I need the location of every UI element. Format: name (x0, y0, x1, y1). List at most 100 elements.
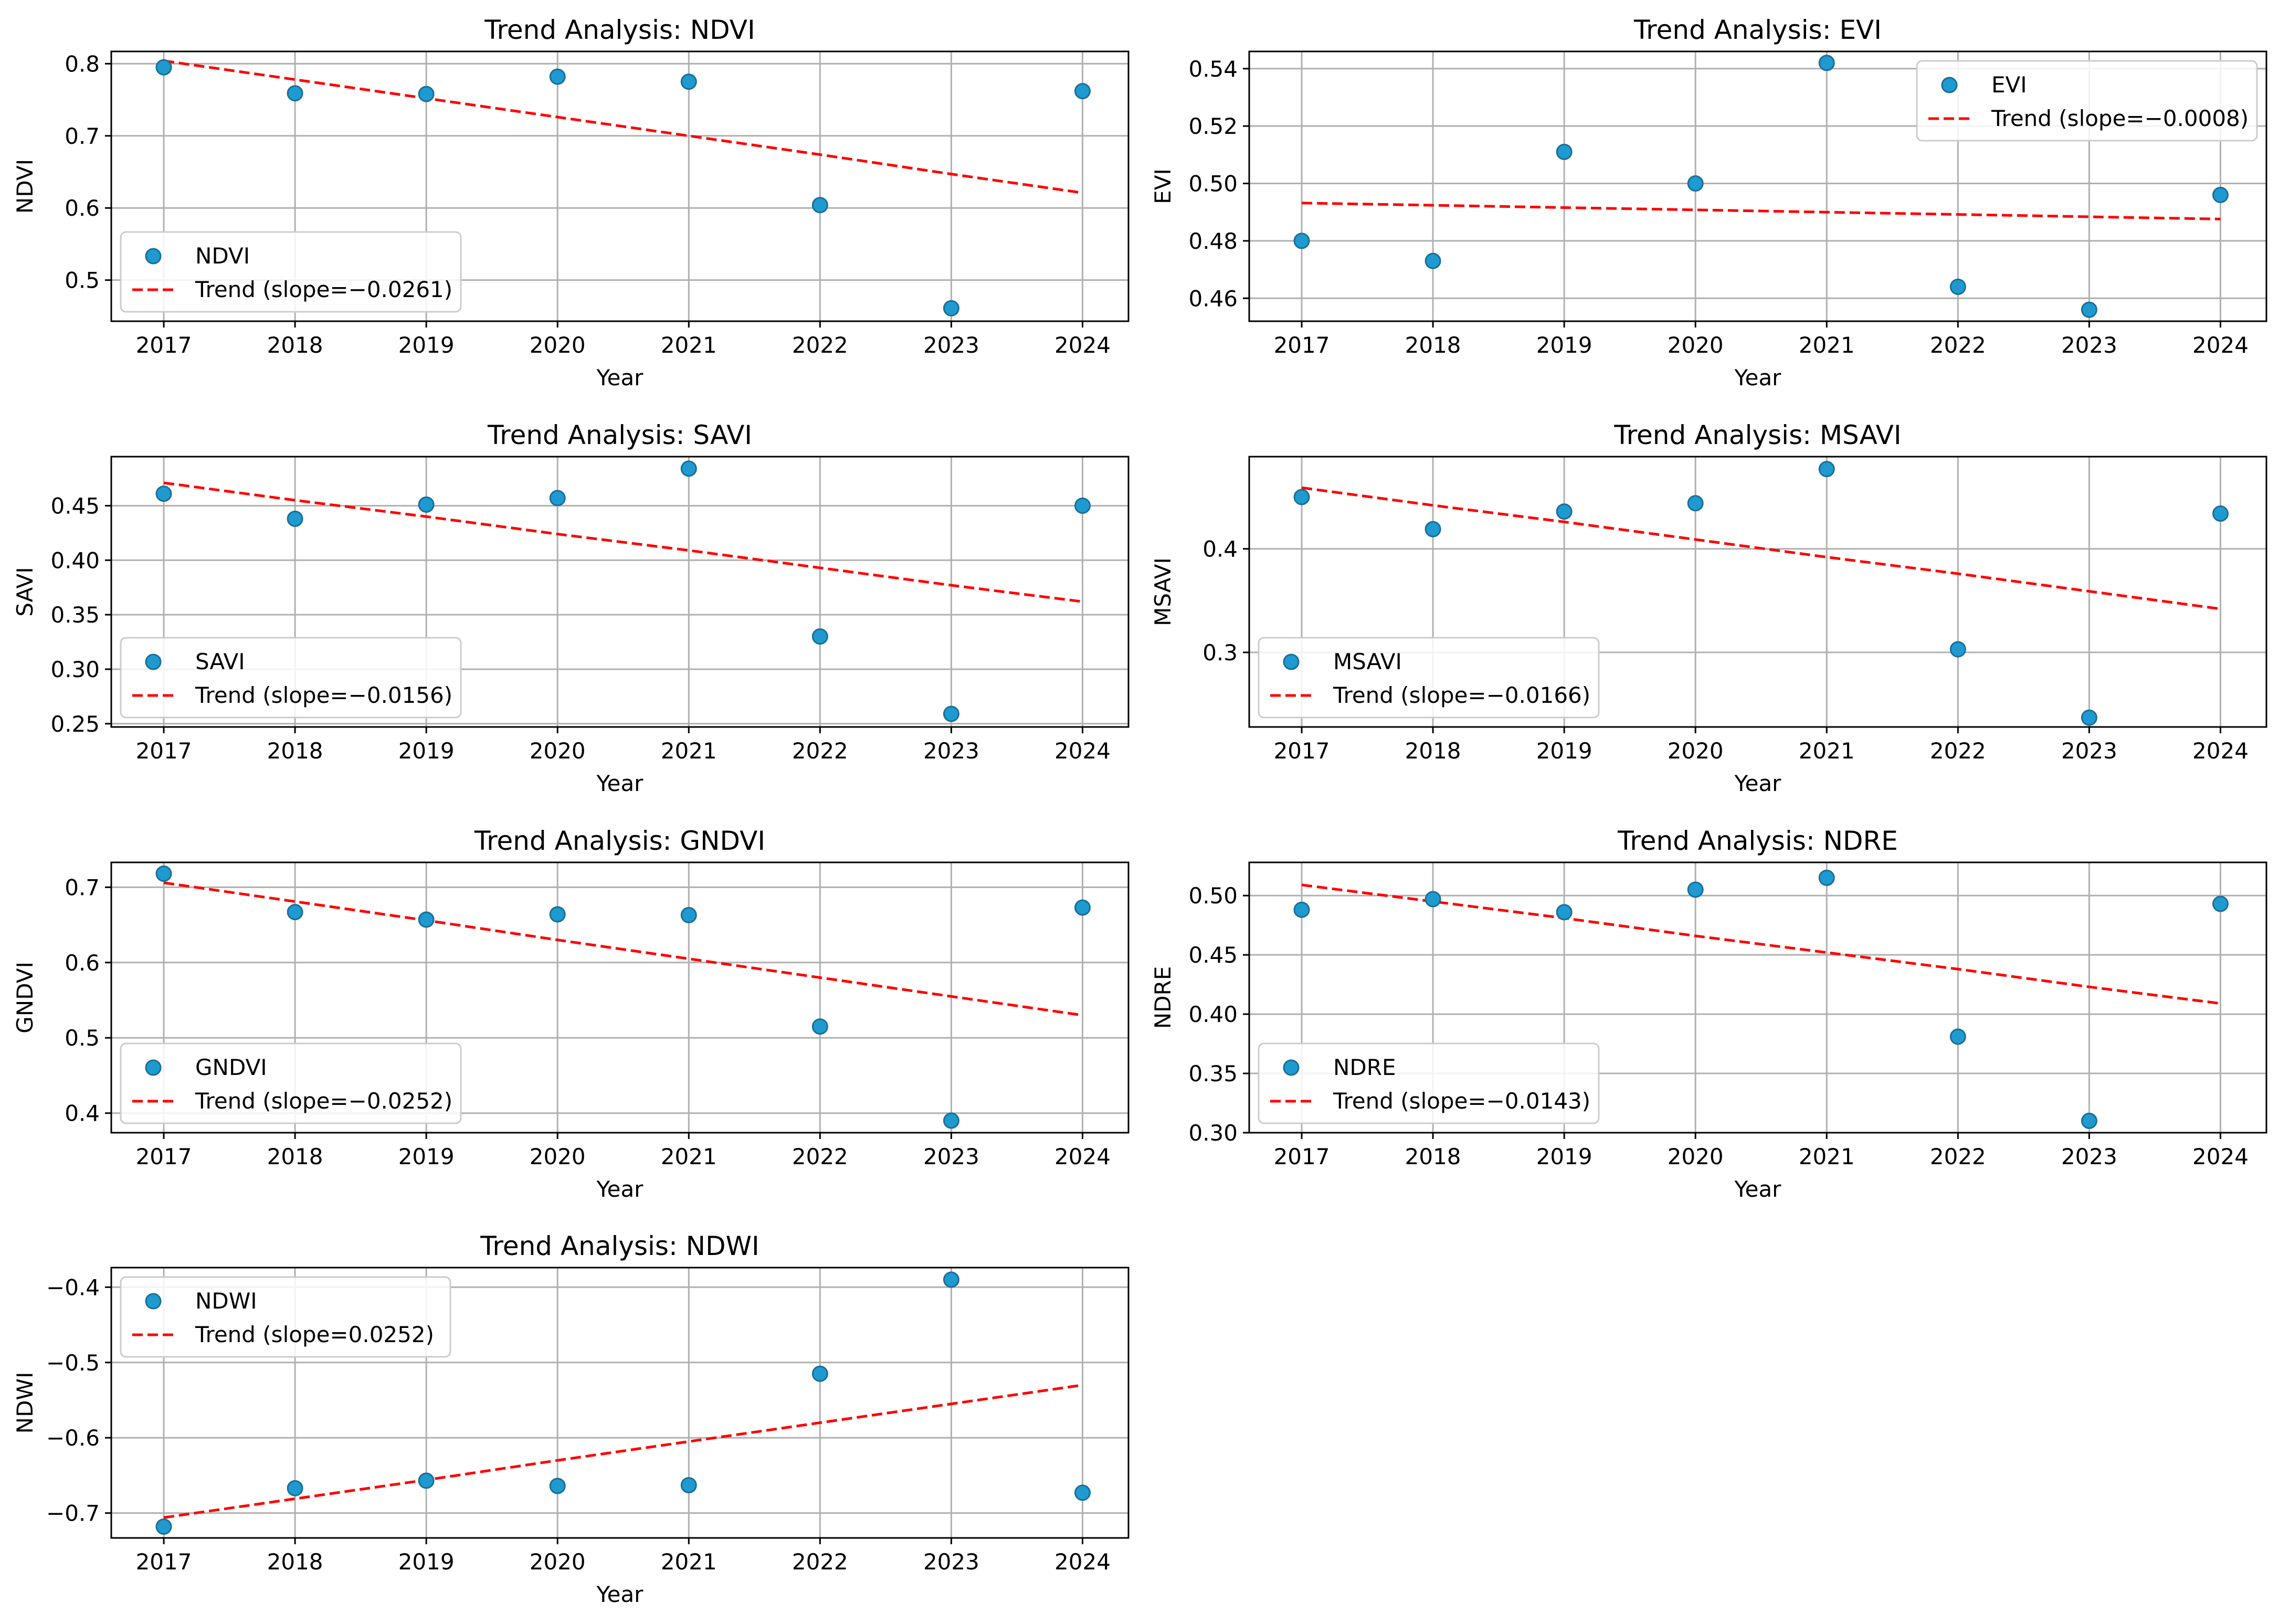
data-point (1074, 83, 1091, 100)
x-tick-label: 2019 (398, 1549, 455, 1575)
data-point (155, 1518, 172, 1535)
x-tick-label: 2020 (1668, 1144, 1724, 1169)
data-point (287, 1480, 303, 1496)
x-tick-label: 2017 (136, 1144, 192, 1169)
x-tick-label: 2018 (267, 1144, 323, 1169)
legend-label: NDWI (195, 1288, 257, 1314)
data-point (287, 85, 303, 102)
legend-label: Trend (slope=−0.0261) (195, 277, 452, 302)
data-point (811, 628, 828, 645)
x-tick-label: 2021 (661, 1144, 717, 1169)
x-tick-label: 2022 (1930, 1144, 1986, 1169)
x-tick-label: 2017 (136, 1549, 192, 1575)
x-tick-label: 2022 (1930, 738, 1986, 764)
x-tick-label: 2018 (267, 1549, 323, 1575)
y-tick-label: 0.35 (50, 602, 100, 628)
trend-line (163, 1384, 1083, 1519)
y-axis-label: MSAVI (1150, 557, 1176, 626)
x-tick-label: 2022 (1930, 332, 1986, 358)
trend-line (1301, 202, 2221, 220)
x-tick-label: 2019 (398, 738, 455, 764)
data-point (1425, 891, 1441, 908)
trend-line (1301, 883, 2221, 1005)
y-tick-label: 0.8 (65, 51, 100, 77)
x-tick-label: 2020 (530, 738, 586, 764)
chart-panel-savi: 2017 2018 2019 2020 2021 2022 2023 2024 0.25 0.30… (12, 420, 1130, 796)
x-tick-label: 2023 (2061, 738, 2117, 764)
legend-marker-point (145, 1293, 162, 1310)
legend-label: Trend (slope=0.0252) (195, 1322, 434, 1347)
trend-line (163, 481, 1083, 603)
data-point (1556, 503, 1573, 520)
x-tick-label: 2023 (2061, 332, 2117, 358)
data-point (155, 59, 172, 76)
x-axis-label: Year (1734, 365, 1782, 391)
plot-frame (110, 1267, 1130, 1539)
legend: MSAVI Trend (slope=−0.0166) (1258, 637, 1600, 719)
y-tick-label: 0.40 (1188, 1001, 1238, 1027)
data-point (680, 73, 697, 90)
data-point (549, 68, 566, 85)
x-axis-label: Year (1734, 1176, 1782, 1202)
y-tick-label: 0.6 (65, 950, 100, 976)
data-point (418, 911, 435, 928)
data-point (943, 300, 959, 317)
data-point (943, 1112, 959, 1129)
y-tick-label: 0.25 (50, 711, 100, 737)
y-axis-label: NDRE (1150, 966, 1176, 1029)
data-point (2212, 895, 2229, 912)
x-tick-label: 2024 (1054, 1144, 1111, 1169)
legend: NDRE Trend (slope=−0.0143) (1258, 1042, 1600, 1124)
x-tick-label: 2022 (792, 1144, 848, 1169)
data-point (418, 86, 435, 102)
x-tick-label: 2021 (1799, 738, 1855, 764)
chart-panel-evi: 2017 2018 2019 2020 2021 2022 2023 2024 0.46 0.48… (1150, 15, 2267, 391)
plot-frame (110, 50, 1130, 322)
y-tick-label: 0.3 (1202, 640, 1238, 666)
data-point (549, 490, 566, 507)
data-point (680, 460, 697, 477)
legend: EVI Trend (slope=−0.0008) (1916, 60, 2258, 142)
y-axis-label: GNDVI (12, 962, 38, 1034)
x-tick-label: 2021 (661, 332, 717, 358)
x-tick-label: 2023 (923, 1144, 979, 1169)
data-point (1556, 143, 1573, 160)
chart-title: Trend Analysis: MSAVI (1613, 420, 1901, 450)
y-axis-label: NDWI (12, 1372, 38, 1434)
data-point (680, 906, 697, 923)
y-tick-label: 0.30 (50, 657, 100, 682)
x-tick-label: 2018 (267, 332, 323, 358)
y-tick-label: −0.6 (46, 1425, 100, 1451)
chart-panel-gndvi: 2017 2018 2019 2020 2021 2022 2023 2024 0.4 0.5 0.… (12, 826, 1130, 1202)
x-tick-label: 2024 (1054, 1549, 1111, 1575)
x-tick-label: 2020 (530, 332, 586, 358)
x-axis-label: Year (596, 771, 644, 796)
legend-label: Trend (slope=−0.0008) (1991, 106, 2249, 131)
legend-box (120, 637, 462, 719)
data-point (1074, 497, 1091, 514)
legend-label: Trend (slope=−0.0252) (195, 1088, 452, 1114)
data-point (1293, 233, 1310, 249)
data-point (2081, 301, 2097, 318)
x-tick-label: 2017 (136, 738, 192, 764)
x-axis-label: Year (1734, 771, 1782, 796)
x-tick-label: 2022 (792, 1549, 848, 1575)
x-tick-label: 2023 (2061, 1144, 2117, 1169)
legend-label: Trend (slope=−0.0143) (1333, 1088, 1590, 1114)
legend-box (1258, 1042, 1600, 1124)
legend: NDWI Trend (slope=0.0252) (120, 1276, 451, 1358)
chart-panel-ndvi: 2017 2018 2019 2020 2021 2022 2023 2024 0.5 0.6 0.… (12, 15, 1130, 391)
y-tick-label: 0.5 (65, 268, 100, 293)
x-tick-label: 2023 (923, 738, 979, 764)
x-tick-label: 2022 (792, 738, 848, 764)
x-tick-label: 2018 (1405, 332, 1461, 358)
data-point (1074, 899, 1091, 916)
legend-box (1916, 60, 2258, 142)
y-tick-label: −0.4 (46, 1274, 100, 1300)
data-point (1949, 1028, 1966, 1045)
data-point (1818, 869, 1835, 886)
x-tick-label: 2018 (1405, 1144, 1461, 1169)
data-point (1687, 881, 1704, 898)
data-point (2212, 505, 2229, 522)
y-tick-label: 0.6 (65, 195, 100, 221)
